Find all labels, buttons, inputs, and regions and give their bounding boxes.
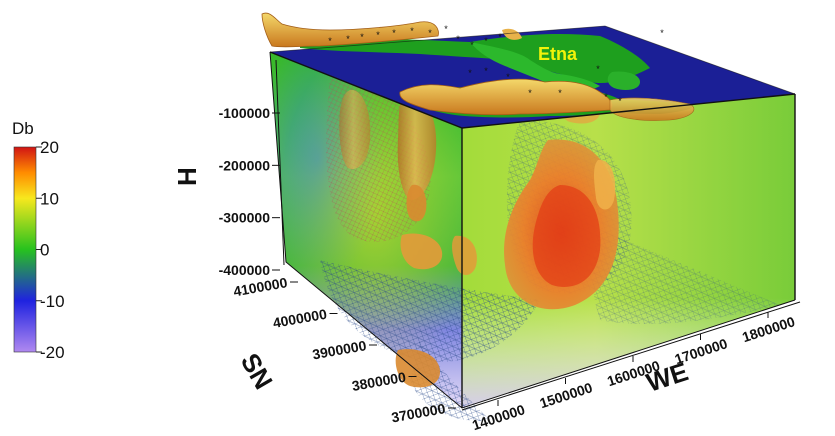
volume-block: * * * * * * * * * * * * * * * * * * * * * Etna xyxy=(261,12,796,421)
axis-h-label: H xyxy=(172,167,202,186)
station-star-icon: * xyxy=(558,88,562,98)
station-star-icon: * xyxy=(428,28,432,38)
station-star-icon: * xyxy=(328,36,332,46)
colorbar-tick-label: 0 xyxy=(40,241,49,260)
axis-h-tick-label: -100000 xyxy=(219,105,271,121)
colorbar-tick-label: -10 xyxy=(40,292,65,311)
axis-h: -100000 -200000 -300000 -400000 xyxy=(219,59,285,278)
station-star-icon: * xyxy=(618,96,622,106)
axis-sn-tick-label: 3900000 xyxy=(311,337,368,362)
axis-h-tick-label: -200000 xyxy=(219,157,271,173)
colorbar-label: Db xyxy=(12,119,34,138)
colorbar-tick-label: -20 xyxy=(40,343,65,362)
axis-we-tick-label: 1500000 xyxy=(538,379,595,411)
axis-sn-label: SN xyxy=(235,348,279,394)
station-star-icon: * xyxy=(596,64,600,74)
station-star-icon: * xyxy=(604,92,608,102)
station-star-icon: * xyxy=(498,32,502,42)
land-north xyxy=(300,34,650,84)
station-star-icon: * xyxy=(484,36,488,46)
axis-sn-tick-label: 4000000 xyxy=(272,306,329,331)
orange-isosurfaces xyxy=(339,89,619,388)
station-star-icon: * xyxy=(484,66,488,76)
volume-edges xyxy=(269,25,796,409)
axis-sn-tick-label: 3700000 xyxy=(390,400,447,425)
station-star-icon: * xyxy=(444,24,448,34)
etna-label: Etna xyxy=(538,44,578,64)
station-star-icon: * xyxy=(456,34,460,44)
station-star-icon: * xyxy=(660,28,664,38)
station-star-icon: * xyxy=(392,28,396,38)
station-star-icon: * xyxy=(468,68,472,78)
left-tube xyxy=(397,94,437,200)
colorbar-ramp xyxy=(13,146,37,353)
station-markers: * * * * * * * * * * * * * * * * * * * * * xyxy=(328,24,664,106)
station-star-icon: * xyxy=(506,72,510,82)
colorbar-ticks: 20 10 0 -10 -20 xyxy=(36,138,65,362)
colorbar-tick-label: 10 xyxy=(40,189,59,208)
axis-we-tick-label: 1400000 xyxy=(470,401,527,433)
axis-sn-tick-label: 3800000 xyxy=(351,369,408,394)
colorbar-tick-label: 20 xyxy=(40,138,59,157)
station-star-icon: * xyxy=(410,26,414,36)
colorbar: Db 20 10 0 -10 -20 xyxy=(12,119,65,362)
station-star-icon: * xyxy=(346,34,350,44)
axis-h-tick-label: -300000 xyxy=(219,210,271,226)
station-star-icon: * xyxy=(528,88,532,98)
station-star-icon: * xyxy=(470,40,474,50)
axis-h-tick-label: -400000 xyxy=(219,262,271,278)
station-star-icon: * xyxy=(360,32,364,42)
station-star-icon: * xyxy=(376,30,380,40)
